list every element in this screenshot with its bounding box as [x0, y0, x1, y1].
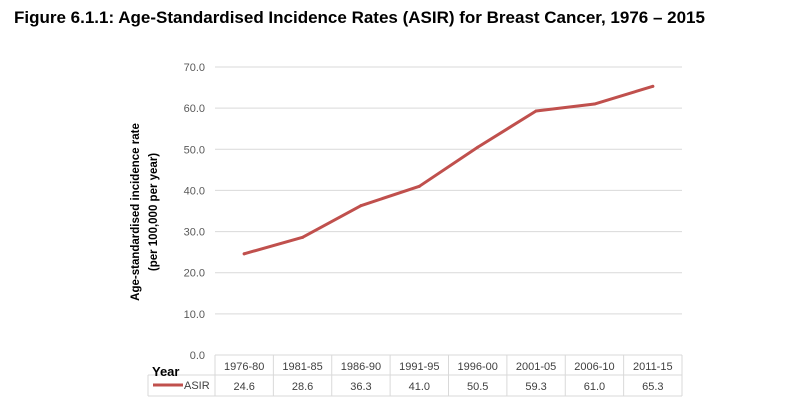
data-label: 61.0 — [584, 381, 605, 393]
x-tick-label: 1991-95 — [399, 361, 439, 373]
x-tick-label: 2001-05 — [516, 361, 556, 373]
data-label: 50.5 — [467, 381, 488, 393]
x-tick-label: 2011-15 — [633, 361, 673, 373]
series-line — [242, 84, 655, 256]
data-label: 65.3 — [642, 381, 663, 393]
x-axis-label: Year — [152, 364, 179, 379]
data-point — [301, 235, 305, 239]
series-asir — [242, 84, 655, 256]
y-tick-label: 30.0 — [184, 227, 205, 239]
data-point — [359, 204, 363, 208]
y-tick-label: 50.0 — [184, 144, 205, 156]
legend-label: ASIR — [184, 380, 210, 392]
x-tick-label: 1976-80 — [224, 361, 264, 373]
x-tick-label: 2006-10 — [574, 361, 614, 373]
x-tick-label: 1986-90 — [341, 361, 381, 373]
y-tick-label: 70.0 — [184, 62, 205, 74]
data-point — [534, 109, 538, 113]
chart-title: Figure 6.1.1: Age-Standardised Incidence… — [14, 8, 705, 27]
data-label: 24.6 — [233, 381, 254, 393]
y-tick-label: 60.0 — [184, 103, 205, 115]
data-point — [651, 84, 655, 88]
legend-entry: ASIR — [153, 380, 210, 392]
x-tick-label: 1996-00 — [458, 361, 498, 373]
data-label: 36.3 — [350, 381, 371, 393]
y-tick-label: 20.0 — [184, 268, 205, 280]
y-tick-label: 0.0 — [190, 350, 205, 362]
data-point — [417, 184, 421, 188]
y-axis-label-line-1: Age-standardised incidence rate — [130, 123, 142, 301]
x-tick-label: 1981-85 — [282, 361, 322, 373]
data-table: 1976-80 1981-85 1986-90 1991-95 1996-00 2001-… — [147, 355, 683, 397]
data-point — [242, 252, 246, 256]
data-point — [592, 102, 596, 106]
data-label: 59.3 — [525, 381, 546, 393]
gridlines — [215, 66, 682, 356]
y-tick-labels: 0.0 10.0 20.0 30.0 40.0 50.0 60.0 70.0 — [184, 62, 205, 362]
y-tick-label: 10.0 — [184, 309, 205, 321]
y-axis-label-line-2: (per 100,000 per year) — [148, 153, 160, 271]
data-point — [476, 145, 480, 149]
y-tick-label: 40.0 — [184, 185, 205, 197]
data-label: 28.6 — [292, 381, 313, 393]
data-label: 41.0 — [409, 381, 430, 393]
